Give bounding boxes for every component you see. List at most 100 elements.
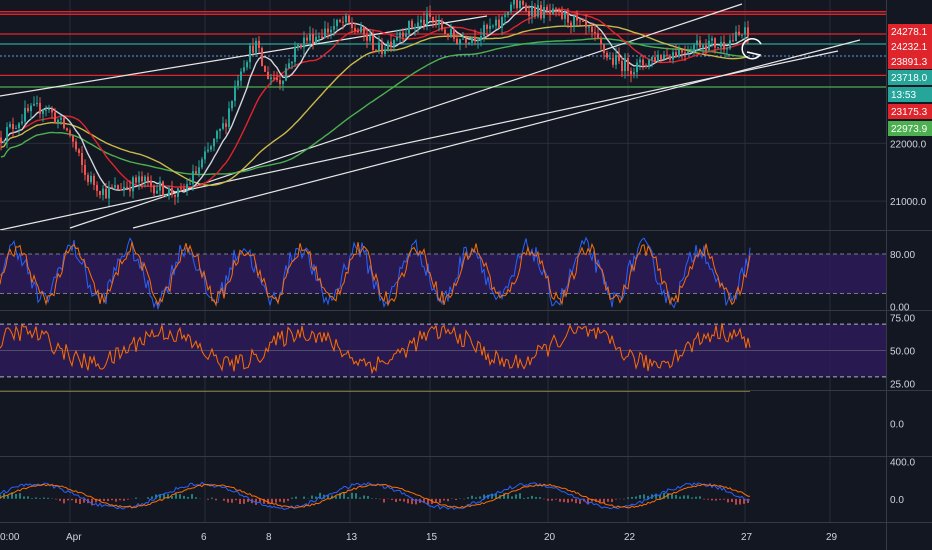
candle-body <box>162 181 164 196</box>
candle-body <box>372 35 374 50</box>
candle-body <box>249 45 251 63</box>
price-tag-box <box>888 54 932 69</box>
time-axis-label: 15 <box>426 532 438 543</box>
candle-body <box>516 0 518 9</box>
candle-body <box>621 61 623 72</box>
candle-body <box>417 22 419 27</box>
candle-body <box>657 54 659 62</box>
candle-body <box>216 131 218 139</box>
candle-body <box>654 57 656 62</box>
candle-body <box>219 128 221 132</box>
price-tag-label: 23175.3 <box>891 107 928 118</box>
candle-body <box>513 0 515 5</box>
candle-body <box>594 31 596 34</box>
candle-body <box>726 48 728 50</box>
price-tag-box <box>888 121 932 136</box>
candle-body <box>477 39 479 41</box>
candle-body <box>75 141 77 150</box>
candle-body <box>132 177 134 192</box>
candle-body <box>300 44 302 48</box>
candle-body <box>468 42 470 44</box>
candle-body <box>186 184 188 190</box>
candle-body <box>555 8 557 10</box>
candle-body <box>195 171 197 174</box>
trend-channel-lines[interactable] <box>0 3 861 231</box>
candle-body <box>66 128 68 131</box>
price-tag-box <box>888 70 932 85</box>
candle-body <box>684 52 686 54</box>
candle-body <box>519 0 521 9</box>
candle-body <box>204 151 206 160</box>
candle-body <box>348 15 350 23</box>
candle-body <box>159 181 161 191</box>
candle-body <box>627 57 629 71</box>
candle-body <box>600 38 602 45</box>
axis-tick-label: 22000.0 <box>890 139 927 150</box>
candle-body <box>243 67 245 72</box>
candle-body <box>63 117 65 129</box>
time-axis-label: 27 <box>741 532 753 543</box>
candle-body <box>546 6 548 11</box>
candlesticks <box>0 0 749 206</box>
candle-body <box>54 112 56 123</box>
price-tag-label: 23718.0 <box>891 73 928 84</box>
candle-body <box>384 50 386 54</box>
candle-body <box>282 80 284 85</box>
candle-body <box>462 38 464 40</box>
horizontal-levels[interactable] <box>0 11 886 88</box>
candle-body <box>645 65 647 67</box>
annotations[interactable] <box>741 38 762 60</box>
candle-body <box>597 33 599 39</box>
candle-body <box>690 51 692 53</box>
candle-body <box>528 10 530 17</box>
candle-body <box>36 102 38 104</box>
candle-body <box>720 41 722 48</box>
candle-body <box>378 42 380 51</box>
candle-body <box>618 55 620 62</box>
candle-body <box>168 187 170 196</box>
candle-body <box>498 19 500 28</box>
candle-body <box>165 195 167 197</box>
time-axis[interactable]: 0:00 Apr 6 8 13 15 20 22 27 29 <box>0 532 838 543</box>
price-tag-box <box>888 24 932 39</box>
candle-body <box>129 187 131 192</box>
candle-body <box>189 183 191 185</box>
candle-body <box>729 40 731 49</box>
candle-body <box>279 79 281 85</box>
candle-body <box>663 54 665 60</box>
macd-signal-line <box>0 483 751 509</box>
candle-body <box>213 138 215 147</box>
price-tag-box <box>888 39 932 54</box>
candle-body <box>675 52 677 57</box>
candle-body <box>609 57 611 59</box>
candle-body <box>291 61 293 64</box>
candle-body <box>735 31 737 42</box>
candle-body <box>366 34 368 41</box>
candle-body <box>273 77 275 79</box>
candle-body <box>582 20 584 22</box>
candle-body <box>414 26 416 28</box>
axis-tick-label: 21000.0 <box>890 197 927 208</box>
price-tag-label: 22973.9 <box>891 124 928 135</box>
candle-body <box>321 36 323 39</box>
candle-body <box>615 55 617 65</box>
candle-body <box>459 39 461 45</box>
candle-body <box>660 54 662 60</box>
candle-body <box>696 40 698 46</box>
candle-body <box>531 6 533 17</box>
candle-body <box>699 40 701 48</box>
candle-body <box>114 185 116 188</box>
candle-body <box>672 52 674 60</box>
candle-body <box>246 62 248 68</box>
candle-body <box>474 36 476 41</box>
candle-body <box>258 40 260 49</box>
candle-body <box>522 0 524 5</box>
candle-body <box>438 20 440 25</box>
candle-body <box>507 12 509 16</box>
candle-body <box>687 51 689 54</box>
candle-body <box>234 85 236 101</box>
candle-body <box>69 130 71 136</box>
